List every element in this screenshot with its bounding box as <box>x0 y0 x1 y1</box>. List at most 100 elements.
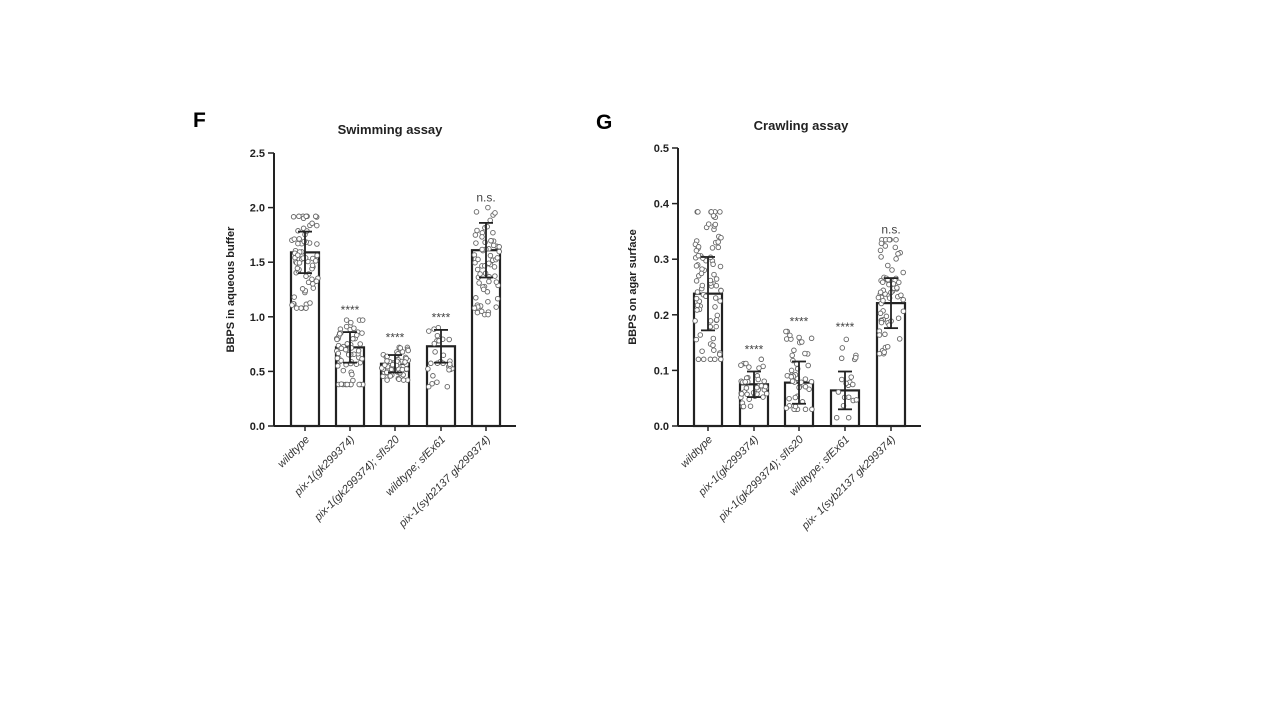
data-point <box>298 305 304 311</box>
data-point <box>475 256 481 263</box>
data-point <box>491 264 498 270</box>
data-point <box>743 385 750 391</box>
data-point <box>699 348 705 354</box>
data-point <box>429 380 435 387</box>
data-point <box>700 356 707 363</box>
data-point <box>493 304 499 310</box>
data-point <box>479 234 485 240</box>
data-point <box>712 356 718 363</box>
data-point <box>885 262 891 269</box>
data-point <box>879 279 886 285</box>
data-point <box>359 317 366 323</box>
data-point <box>763 390 770 397</box>
data-point <box>705 221 712 227</box>
data-point <box>805 362 811 369</box>
y-tick-label: 0.4 <box>654 199 670 211</box>
data-point <box>713 323 719 330</box>
data-point <box>713 276 720 282</box>
y-tick-label: 2.5 <box>250 148 265 160</box>
data-point <box>344 341 351 347</box>
data-point <box>718 356 724 363</box>
data-point <box>486 278 492 285</box>
data-point <box>473 240 479 246</box>
data-point <box>472 259 478 266</box>
data-point <box>792 403 799 410</box>
data-point <box>786 395 792 402</box>
data-point <box>850 381 856 388</box>
data-point <box>425 366 431 372</box>
data-point <box>434 379 440 385</box>
chart-panel-f: F Swimming assay BBPS in aqueous buffer 0.0… <box>193 109 516 531</box>
data-point <box>712 304 718 310</box>
x-tick-label: pix- 1(syb2137 gk299374) <box>799 433 898 532</box>
data-point <box>838 355 845 362</box>
y-tick-label: 0.5 <box>654 143 669 155</box>
data-point <box>493 279 500 285</box>
significance-label: n.s. <box>881 223 900 237</box>
data-point <box>357 341 363 347</box>
data-point <box>742 379 748 385</box>
chart-panel-g: G Crawling assay BBPS on agar surface 0.0 0.… <box>596 111 921 533</box>
data-point <box>755 376 761 383</box>
y-tick-label: 1.5 <box>250 257 265 269</box>
data-point <box>900 308 907 314</box>
data-point <box>802 376 809 382</box>
data-point <box>699 282 706 289</box>
data-point <box>884 343 891 350</box>
data-point <box>717 209 723 215</box>
data-point <box>351 325 357 331</box>
data-point <box>425 383 432 390</box>
x-tick-label: wildtype <box>679 434 716 471</box>
data-point <box>387 373 394 379</box>
data-point <box>356 381 362 388</box>
data-point <box>743 360 749 367</box>
data-point <box>896 279 902 286</box>
data-point <box>876 332 883 338</box>
significance-label: **** <box>745 342 764 356</box>
significance-label: **** <box>790 314 809 328</box>
y-tick-label: 0.0 <box>250 421 265 433</box>
data-point <box>309 262 316 269</box>
data-point <box>349 371 355 378</box>
data-point <box>717 298 723 304</box>
data-point <box>882 331 888 338</box>
data-point <box>895 315 902 321</box>
data-point <box>756 365 762 371</box>
data-point <box>843 336 850 343</box>
data-point <box>312 258 319 264</box>
data-point <box>711 347 717 353</box>
data-point <box>712 295 719 301</box>
data-point <box>340 367 347 374</box>
data-point <box>476 280 482 286</box>
data-point <box>359 356 365 362</box>
data-point <box>492 210 498 216</box>
data-point <box>384 377 390 383</box>
data-point <box>758 356 765 363</box>
x-tick-label: pix-1(syb2137 gk299374) <box>396 433 493 530</box>
data-point <box>310 281 316 287</box>
data-point <box>710 335 717 342</box>
significance-label: **** <box>386 330 405 344</box>
data-point <box>494 255 501 261</box>
data-point <box>893 256 899 262</box>
data-point <box>334 355 341 361</box>
data-point <box>474 227 480 234</box>
data-point <box>335 363 341 369</box>
data-point <box>291 236 298 242</box>
x-tick-label: pix-1(gk299374); sfIs20 <box>716 433 807 524</box>
y-tick-label: 0.3 <box>654 254 669 266</box>
data-point <box>707 356 714 363</box>
data-point <box>484 289 491 295</box>
data-point <box>382 362 388 368</box>
data-point <box>294 265 301 272</box>
data-point <box>893 236 899 243</box>
data-point <box>892 244 899 251</box>
data-point <box>296 260 303 266</box>
data-point <box>802 406 809 413</box>
data-point <box>894 285 900 291</box>
data-point <box>434 332 441 339</box>
data-point <box>738 391 745 397</box>
data-point <box>875 294 882 301</box>
data-point <box>738 362 744 368</box>
